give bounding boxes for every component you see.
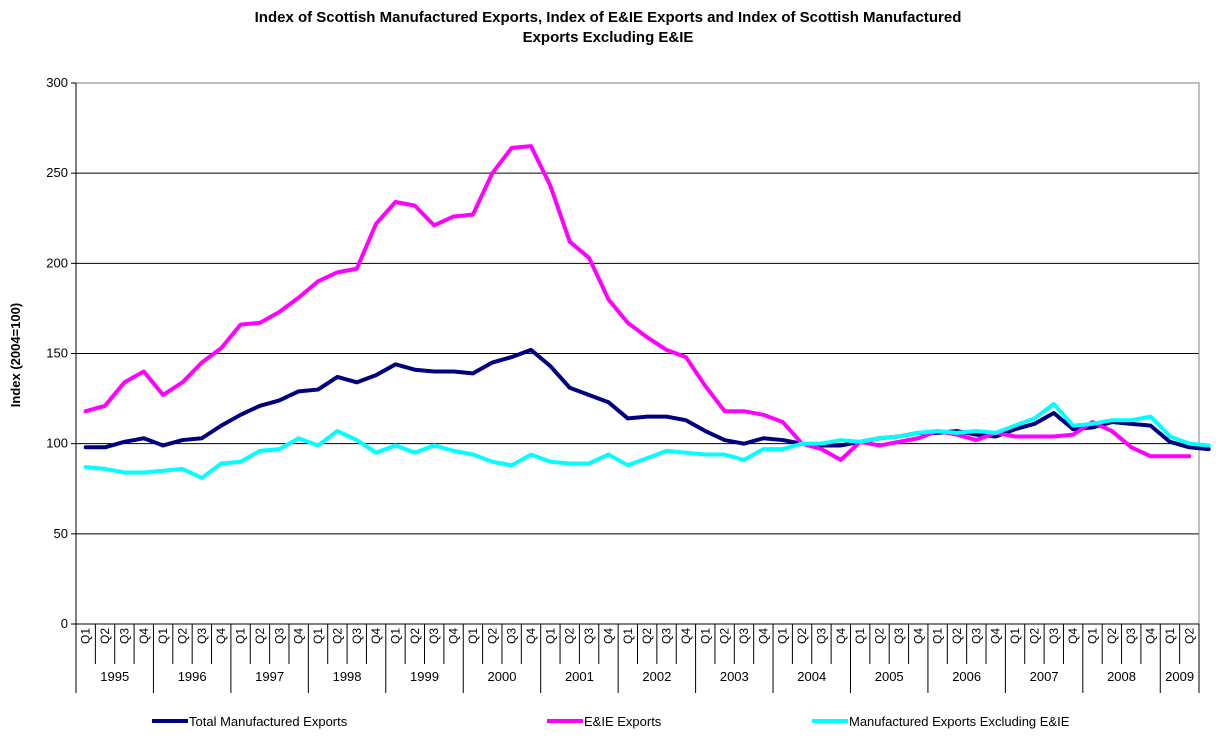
- quarter-label: Q3: [505, 628, 519, 644]
- quarter-label: Q1: [466, 628, 480, 644]
- y-tick-label: 0: [61, 616, 68, 631]
- quarter-label: Q3: [1047, 628, 1061, 644]
- y-axis-title: Index (2004=100): [8, 303, 23, 407]
- quarter-label: Q4: [834, 628, 848, 644]
- year-label: 2004: [797, 669, 826, 684]
- x-axis-labels: Q1 Q2 Q3 Q4 1995 Q1 Q2 Q3 Q4 1996 Q1 Q2 Q3 Q4 1997 Q1 Q2…: [75, 624, 1200, 693]
- quarter-label: Q2: [873, 628, 887, 644]
- year-label: 2008: [1107, 669, 1136, 684]
- gridlines: [76, 172, 1199, 535]
- series-lines: [83, 144, 1211, 480]
- year-label: 2005: [875, 669, 904, 684]
- quarter-label: Q2: [563, 628, 577, 644]
- quarter-label: Q4: [214, 628, 228, 644]
- quarter-label: Q1: [776, 628, 790, 644]
- quarter-label: Q4: [137, 628, 151, 644]
- quarter-label: Q3: [737, 628, 751, 644]
- quarter-label: Q2: [1105, 628, 1119, 644]
- y-tick-label: 50: [54, 526, 68, 541]
- quarter-label: Q3: [814, 628, 828, 644]
- legend-label-2: E&IE Exports: [584, 714, 662, 729]
- year-label: 2007: [1030, 669, 1059, 684]
- quarter-label: Q4: [369, 628, 383, 644]
- quarter-label: Q2: [718, 628, 732, 644]
- year-label: 2009: [1165, 669, 1194, 684]
- quarter-label: Q3: [969, 628, 983, 644]
- quarter-label: Q1: [234, 628, 248, 644]
- quarter-label: Q1: [931, 628, 945, 644]
- quarter-label: Q4: [292, 628, 306, 644]
- chart-title-line2: Exports Excluding E&IE: [523, 29, 694, 46]
- year-label: 1999: [410, 669, 439, 684]
- quarter-label: Q1: [1163, 628, 1177, 644]
- quarter-label: Q3: [117, 628, 131, 644]
- quarter-label: Q4: [679, 628, 693, 644]
- year-label: 1997: [255, 669, 284, 684]
- quarter-label: Q2: [330, 628, 344, 644]
- chart-title-line1: Index of Scottish Manufactured Exports, …: [255, 9, 962, 26]
- quarter-label: Q2: [1182, 628, 1196, 644]
- quarter-label: Q1: [388, 628, 402, 644]
- quarter-label: Q1: [1008, 628, 1022, 644]
- y-tick-label: 150: [46, 346, 68, 361]
- y-tick-label: 250: [46, 165, 68, 180]
- quarter-label: Q1: [543, 628, 557, 644]
- quarter-label: Q2: [98, 628, 112, 644]
- legend: Total Manufactured Exports E&IE Exports Ma…: [152, 714, 1070, 729]
- quarter-label: Q2: [485, 628, 499, 644]
- quarter-label: Q4: [1066, 628, 1080, 644]
- series-line-2: [83, 144, 1192, 462]
- quarter-label: Q3: [350, 628, 364, 644]
- legend-label-1: Total Manufactured Exports: [189, 714, 348, 729]
- year-label: 2001: [565, 669, 594, 684]
- year-label: 2002: [642, 669, 671, 684]
- quarter-label: Q2: [175, 628, 189, 644]
- quarter-label: Q1: [698, 628, 712, 644]
- y-tick-label: 300: [46, 75, 68, 90]
- series-line-3: [83, 401, 1211, 480]
- quarter-label: Q2: [408, 628, 422, 644]
- quarter-label: Q2: [640, 628, 654, 644]
- quarter-label: Q3: [660, 628, 674, 644]
- quarter-label: Q1: [156, 628, 170, 644]
- quarter-label: Q1: [311, 628, 325, 644]
- quarter-label: Q4: [911, 628, 925, 644]
- quarter-label: Q2: [253, 628, 267, 644]
- quarter-label: Q1: [621, 628, 635, 644]
- year-label: 2006: [952, 669, 981, 684]
- quarter-label: Q4: [601, 628, 615, 644]
- y-tick-label: 100: [46, 436, 68, 451]
- year-label: 1995: [100, 669, 129, 684]
- quarter-label: Q3: [195, 628, 209, 644]
- year-label: 2003: [720, 669, 749, 684]
- quarter-label: Q4: [756, 628, 770, 644]
- quarter-label: Q2: [795, 628, 809, 644]
- y-tick-label: 200: [46, 255, 68, 270]
- quarter-label: Q1: [1086, 628, 1100, 644]
- quarter-label: Q4: [989, 628, 1003, 644]
- quarter-label: Q4: [447, 628, 461, 644]
- year-label: 1998: [333, 669, 362, 684]
- quarter-label: Q2: [1027, 628, 1041, 644]
- year-label: 2000: [488, 669, 517, 684]
- quarter-label: Q3: [892, 628, 906, 644]
- quarter-label: Q1: [79, 628, 93, 644]
- quarter-label: Q1: [853, 628, 867, 644]
- quarter-label: Q3: [272, 628, 286, 644]
- quarter-label: Q2: [950, 628, 964, 644]
- quarter-label: Q4: [1144, 628, 1158, 644]
- quarter-label: Q3: [1124, 628, 1138, 644]
- series-line-1: [83, 347, 1211, 452]
- year-label: 1996: [178, 669, 207, 684]
- legend-label-3: Manufactured Exports Excluding E&IE: [849, 714, 1070, 729]
- quarter-label: Q3: [582, 628, 596, 644]
- quarter-label: Q3: [427, 628, 441, 644]
- quarter-label: Q4: [524, 628, 538, 644]
